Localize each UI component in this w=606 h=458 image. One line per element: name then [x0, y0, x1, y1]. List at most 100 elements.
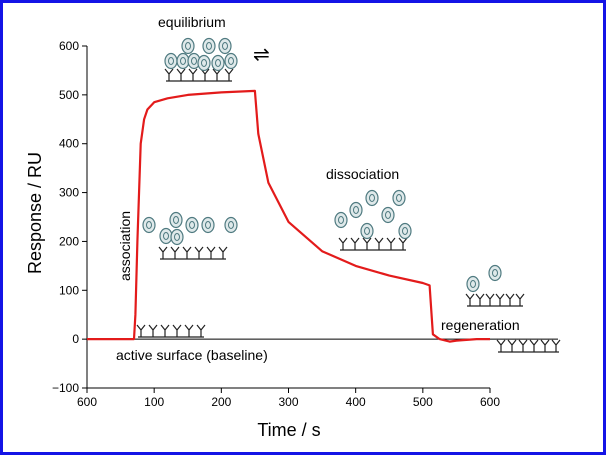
analyte-core-icon	[206, 42, 212, 50]
antibody-icon	[172, 324, 182, 337]
analyte-core-icon	[215, 59, 221, 67]
antibody-icon	[148, 324, 158, 337]
antibody-icon	[540, 339, 550, 352]
y-tick-label: 100	[59, 283, 79, 297]
antibody-icon	[218, 246, 228, 259]
response-curve	[87, 89, 490, 343]
analyte-icon	[224, 52, 238, 70]
antibody-icon	[386, 237, 396, 250]
analyte-core-icon	[168, 57, 174, 65]
x-tick-label: 400	[346, 395, 366, 409]
analyte-icon	[142, 216, 156, 234]
analyte-icon	[164, 52, 178, 70]
analyte-icon	[211, 54, 225, 72]
antibody-icon	[496, 339, 506, 352]
x-tick-label: 200	[211, 395, 231, 409]
analyte-icon	[197, 54, 211, 72]
antibody-icon	[182, 246, 192, 259]
annotation-equilibrium-symbol: ⇌	[253, 44, 270, 66]
antibodies-dissociation	[338, 237, 408, 251]
analyte-icon	[170, 228, 184, 246]
analyte-core-icon	[385, 211, 391, 219]
annotation-regeneration: regeneration	[441, 317, 520, 333]
analyte-icon	[365, 189, 379, 207]
antibody-icon	[350, 237, 360, 250]
antibody-icon	[224, 68, 234, 81]
antibody-icon	[529, 339, 539, 352]
analyte-icon	[181, 37, 195, 55]
analyte-core-icon	[364, 227, 370, 235]
antibodies-regeneration	[465, 293, 525, 307]
analyte-core-icon	[470, 280, 476, 288]
antibodies-final	[496, 339, 561, 353]
annotation-dissociation: dissociation	[326, 166, 399, 182]
antibody-icon	[160, 324, 170, 337]
antibody-icon	[465, 293, 475, 306]
ticks: −100 0 100 200 300 400 500 600 600 100 200 300 400 50…	[52, 39, 500, 409]
analyte-icon	[202, 37, 216, 55]
analyte-core-icon	[353, 206, 359, 214]
analyte-core-icon	[492, 269, 498, 277]
analyte-core-icon	[163, 232, 169, 240]
analyte-icon	[201, 216, 215, 234]
antibody-icon	[551, 339, 561, 352]
antibody-icon	[206, 246, 216, 259]
antibody-icon	[475, 293, 485, 306]
y-tick-label: 200	[59, 234, 79, 248]
analyte-icon	[360, 222, 374, 240]
antibodies-equilibrium	[164, 68, 234, 82]
illustrations	[136, 37, 561, 353]
antibody-icon	[507, 339, 517, 352]
analyte-icon	[381, 206, 395, 224]
antibody-icon	[398, 237, 408, 250]
analyte-icon	[488, 264, 502, 282]
analyte-icon	[224, 216, 238, 234]
annotation-baseline: active surface (baseline)	[116, 347, 268, 363]
analyte-icon	[169, 211, 183, 229]
x-tick-label: 600	[77, 395, 97, 409]
analyte-core-icon	[201, 59, 207, 67]
y-tick-label: 500	[59, 88, 79, 102]
antibody-icon	[188, 68, 198, 81]
x-axis-title: Time / s	[257, 420, 320, 440]
x-tick-label: 300	[278, 395, 298, 409]
y-axis-title: Response / RU	[25, 152, 45, 274]
analyte-icon	[159, 227, 173, 245]
antibody-icon	[176, 68, 186, 81]
analyte-core-icon	[205, 221, 211, 229]
antibody-icon	[164, 68, 174, 81]
chart-svg: −100 0 100 200 300 400 500 600 600 100 200 300 400 50…	[25, 14, 561, 440]
series-layer	[87, 89, 490, 343]
analyte-icon	[392, 189, 406, 207]
x-tick-label: 600	[480, 395, 500, 409]
analyte-icon	[466, 275, 480, 293]
antibody-icon	[338, 237, 348, 250]
antibody-icon	[136, 324, 146, 337]
analyte-core-icon	[146, 221, 152, 229]
analyte-icon	[185, 216, 199, 234]
analyte-core-icon	[402, 227, 408, 235]
analyte-core-icon	[180, 57, 186, 65]
analyte-core-icon	[174, 233, 180, 241]
analyte-icon	[398, 222, 412, 240]
analyte-core-icon	[369, 194, 375, 202]
antibody-icon	[362, 237, 372, 250]
analyte-core-icon	[185, 42, 191, 50]
antibody-icon	[184, 324, 194, 337]
analyte-icon	[334, 211, 348, 229]
y-tick-label: −100	[52, 381, 79, 395]
analyte-icon	[349, 201, 363, 219]
antibody-icon	[495, 293, 505, 306]
y-tick-label: 300	[59, 186, 79, 200]
analyte-icon	[176, 52, 190, 70]
antibody-icon	[158, 246, 168, 259]
antibody-icon	[515, 293, 525, 306]
analyte-core-icon	[191, 57, 197, 65]
antibody-icon	[194, 246, 204, 259]
y-tick-label: 600	[59, 39, 79, 53]
annotation-association: association	[117, 211, 133, 281]
analyte-icon	[218, 37, 232, 55]
x-tick-label: 100	[144, 395, 164, 409]
analyte-core-icon	[396, 194, 402, 202]
